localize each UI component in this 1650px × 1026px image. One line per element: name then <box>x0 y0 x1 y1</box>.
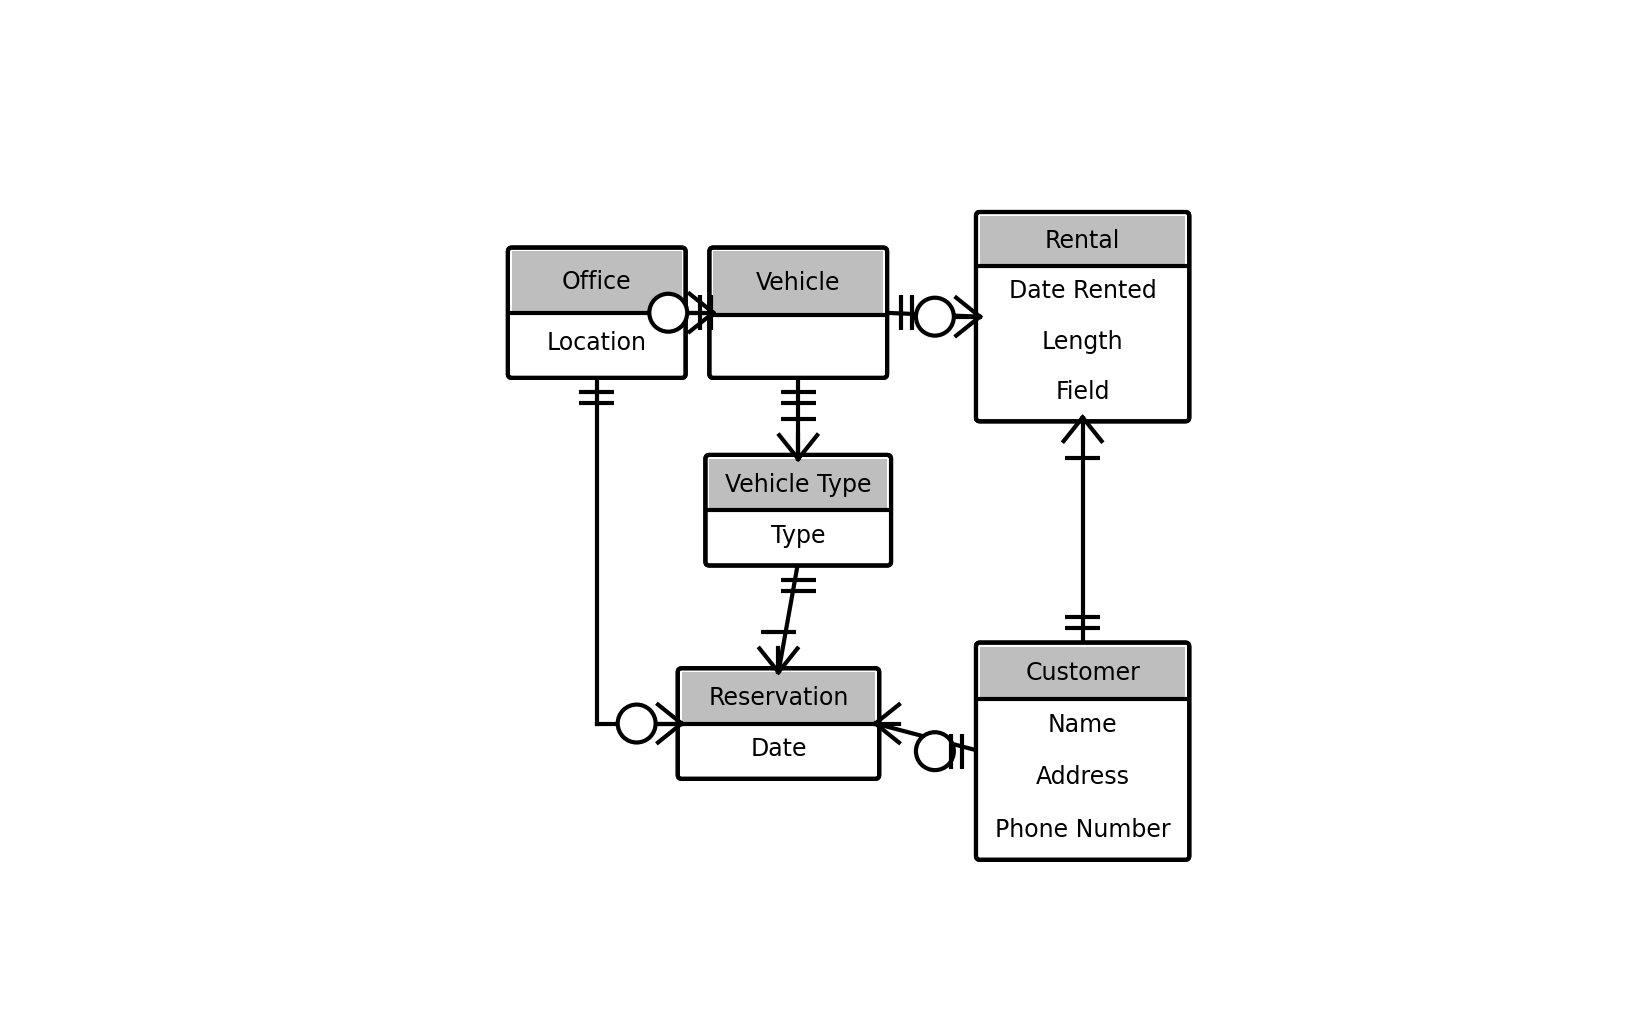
Text: Office: Office <box>563 270 632 294</box>
Text: Date Rented: Date Rented <box>1008 279 1157 304</box>
Text: Date: Date <box>751 738 807 761</box>
FancyBboxPatch shape <box>706 455 891 565</box>
Text: Length: Length <box>1041 329 1124 354</box>
FancyBboxPatch shape <box>710 247 888 378</box>
Polygon shape <box>980 646 1185 699</box>
Circle shape <box>617 705 655 743</box>
Text: Address: Address <box>1036 765 1130 789</box>
Polygon shape <box>980 215 1185 267</box>
Polygon shape <box>713 251 883 315</box>
Text: Phone Number: Phone Number <box>995 818 1170 841</box>
Polygon shape <box>681 672 874 723</box>
FancyBboxPatch shape <box>977 642 1190 860</box>
Text: Vehicle Type: Vehicle Type <box>724 473 871 497</box>
Circle shape <box>916 298 954 336</box>
Polygon shape <box>512 251 681 313</box>
Text: Customer: Customer <box>1025 661 1140 684</box>
Text: Reservation: Reservation <box>708 685 848 710</box>
Text: Vehicle: Vehicle <box>756 271 840 295</box>
FancyBboxPatch shape <box>977 212 1190 422</box>
Text: Type: Type <box>771 524 825 548</box>
FancyBboxPatch shape <box>508 247 686 378</box>
Text: Name: Name <box>1048 713 1117 737</box>
FancyBboxPatch shape <box>678 668 879 779</box>
Polygon shape <box>710 459 888 510</box>
Text: Rental: Rental <box>1044 229 1120 253</box>
Circle shape <box>916 733 954 771</box>
Text: Location: Location <box>546 331 647 355</box>
Circle shape <box>650 293 688 331</box>
Text: Field: Field <box>1056 381 1110 404</box>
